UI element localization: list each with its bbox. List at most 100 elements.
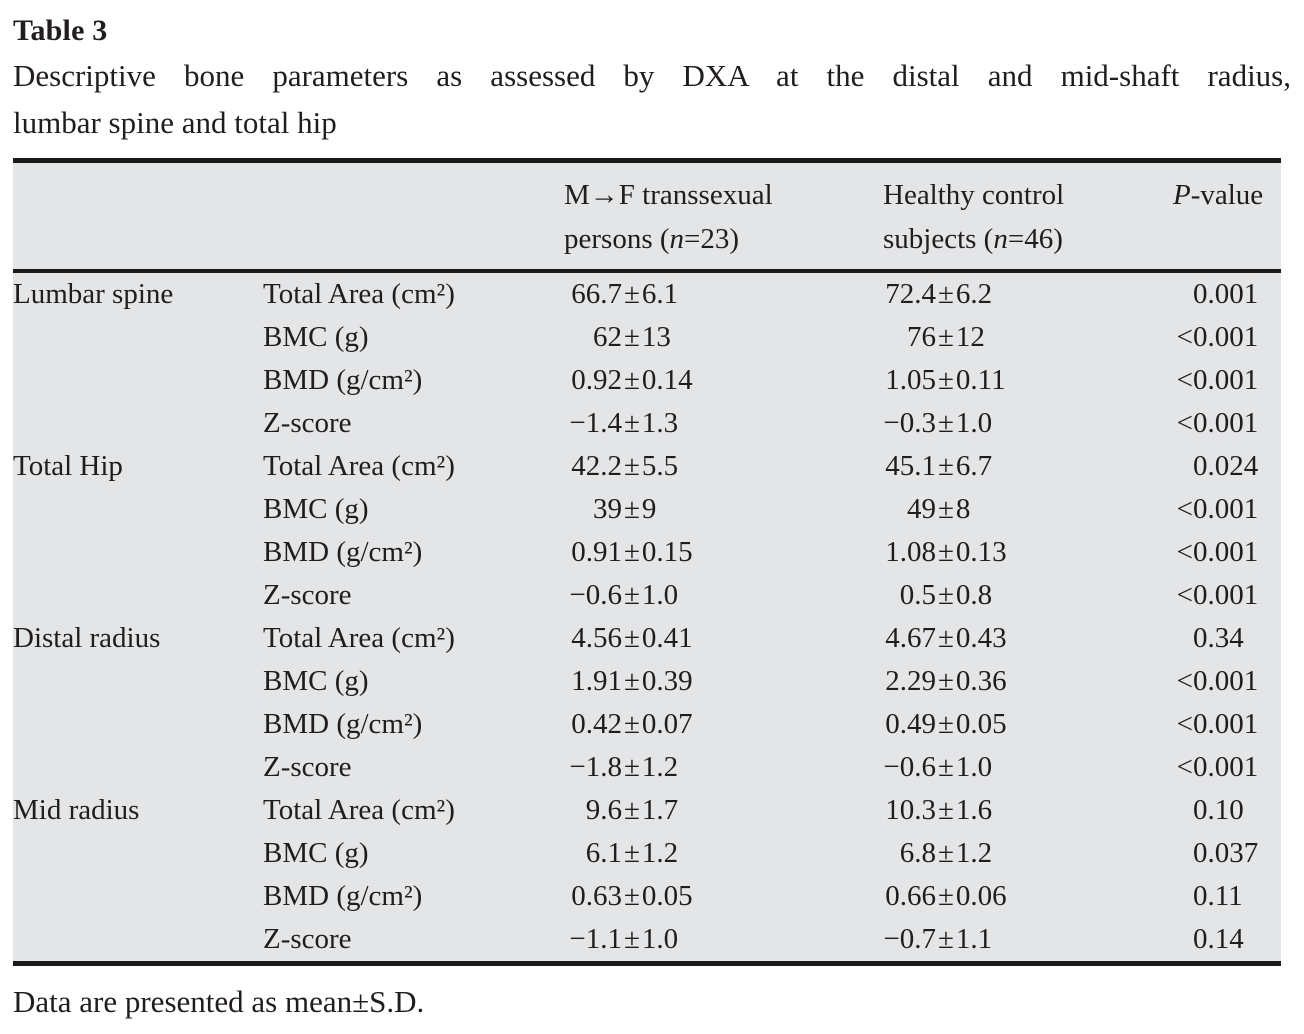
header-empty-region-cell: [13, 160, 263, 273]
sd-value: 1.2: [641, 837, 679, 869]
mean-value: 0.92: [571, 364, 622, 396]
mf-value-cell: 4.56±0.41: [558, 617, 878, 660]
sd-value: 1.1: [955, 923, 993, 955]
table-row: Z-score −0.6±1.0 0.5±0.8 <0.001: [13, 574, 1281, 617]
sd-value: 9: [641, 493, 657, 525]
region-cell: [13, 875, 263, 918]
region-cell: [13, 746, 263, 789]
plus-minus-sign: ±: [938, 665, 954, 697]
table-body: Lumbar spine Total Area (cm²) 66.7±6.1 72.4…: [13, 271, 1281, 964]
region-cell: [13, 488, 263, 531]
table-row: Distal radius Total Area (cm²) 4.56±0.41 4.…: [13, 617, 1281, 660]
parameter-cell: BMD (g/cm²): [263, 364, 423, 396]
mean-value: 62: [593, 321, 622, 353]
sd-value: 6.7: [955, 450, 993, 482]
hc-header-line2-post: =46): [1007, 223, 1063, 255]
p-value-cell: <0.001: [1158, 703, 1281, 746]
mean-value: 0.66: [885, 880, 936, 912]
p-number: 0.34: [1193, 622, 1244, 654]
region-cell: [13, 832, 263, 875]
sd-value: 1.0: [955, 407, 993, 439]
parameter-cell: Total Area (cm²): [263, 622, 455, 654]
p-number: 0.024: [1193, 450, 1259, 482]
region-cell: [13, 660, 263, 703]
p-number: 0.001: [1193, 278, 1259, 310]
header-mf-group: M→F transsexual persons (n=23): [558, 160, 878, 273]
table-row: BMC (g) 62±13 76±12 <0.001: [13, 316, 1281, 359]
mean-value: −0.6: [569, 579, 622, 611]
p-header-rest: -value: [1190, 179, 1264, 211]
mean-value: 39: [593, 493, 622, 525]
header-empty-parameter-cell: [263, 160, 558, 273]
plus-minus-sign: ±: [938, 708, 954, 740]
parameter-cell: Z-score: [263, 923, 352, 955]
parameter-cell: Z-score: [263, 751, 352, 783]
table-row: Z-score −1.1±1.0 −0.7±1.1 0.14: [13, 918, 1281, 964]
mf-header-line2: persons (n=23): [564, 217, 878, 261]
header-p-value: P-value: [1158, 160, 1281, 273]
mean-value: 2.29: [885, 665, 936, 697]
region-cell: Mid radius: [13, 794, 140, 826]
table-title: Table 3: [13, 14, 108, 47]
region-cell: [13, 918, 263, 964]
plus-minus-sign: ±: [624, 579, 640, 611]
sd-value: 1.0: [641, 923, 679, 955]
mf-value-cell: −1.4±1.3: [558, 402, 878, 445]
table-header: M→F transsexual persons (n=23) Healthy c…: [13, 160, 1281, 273]
plus-minus-sign: ±: [938, 794, 954, 826]
sd-value: 1.0: [641, 579, 679, 611]
mean-value: −0.6: [883, 751, 936, 783]
mean-value: 0.63: [571, 880, 622, 912]
plus-minus-sign: ±: [624, 364, 640, 396]
plus-minus-sign: ±: [624, 493, 640, 525]
p-number: 0.037: [1193, 837, 1259, 869]
p-value-cell: 0.024: [1158, 445, 1281, 488]
mf-value-cell: −0.6±1.0: [558, 574, 878, 617]
hc-header-n: n: [993, 223, 1008, 255]
plus-minus-sign: ±: [624, 751, 640, 783]
p-number: 0.001: [1193, 407, 1259, 439]
parameter-cell: BMD (g/cm²): [263, 708, 423, 740]
table-row: Mid radius Total Area (cm²) 9.6±1.7 10.3±1.…: [13, 789, 1281, 832]
parameter-cell: BMD (g/cm²): [263, 536, 423, 568]
mean-value: 1.05: [885, 364, 936, 396]
sd-value: 0.8: [955, 579, 993, 611]
region-cell: [13, 316, 263, 359]
parameter-cell: BMC (g): [263, 493, 369, 525]
sd-value: 1.7: [641, 794, 679, 826]
mean-value: 4.56: [571, 622, 622, 654]
table-row: Lumbar spine Total Area (cm²) 66.7±6.1 72.4…: [13, 271, 1281, 316]
plus-minus-sign: ±: [624, 794, 640, 826]
parameter-cell: BMC (g): [263, 665, 369, 697]
mf-value-cell: 39±9: [558, 488, 878, 531]
plus-minus-sign: ±: [938, 837, 954, 869]
mf-value-cell: −1.8±1.2: [558, 746, 878, 789]
mf-value-cell: 0.92±0.14: [558, 359, 878, 402]
plus-minus-sign: ±: [938, 751, 954, 783]
p-number: 0.001: [1193, 364, 1259, 396]
mf-value-cell: −1.1±1.0: [558, 918, 878, 964]
sd-value: 8: [955, 493, 971, 525]
mean-value: 76: [907, 321, 936, 353]
sd-value: 0.14: [641, 364, 693, 396]
p-value-cell: 0.14: [1158, 918, 1281, 964]
plus-minus-sign: ±: [624, 923, 640, 955]
p-value-cell: <0.001: [1158, 488, 1281, 531]
mean-value: 49: [907, 493, 936, 525]
p-value-cell: <0.001: [1158, 574, 1281, 617]
p-number: 0.001: [1193, 536, 1259, 568]
hc-value-cell: 0.49±0.05: [878, 703, 1158, 746]
plus-minus-sign: ±: [624, 321, 640, 353]
caption-line-2: lumbar spine and total hip: [13, 105, 337, 140]
plus-minus-sign: ±: [624, 665, 640, 697]
p-value-cell: <0.001: [1158, 402, 1281, 445]
hc-value-cell: 1.05±0.11: [878, 359, 1158, 402]
mean-value: 0.5: [899, 579, 936, 611]
data-table: M→F transsexual persons (n=23) Healthy c…: [13, 158, 1281, 966]
mean-value: 9.6: [585, 794, 622, 826]
region-cell: [13, 574, 263, 617]
p-number: 0.001: [1193, 493, 1259, 525]
p-prefix: <: [1176, 751, 1193, 783]
sd-value: 1.3: [641, 407, 679, 439]
header-hc-group: Healthy control subjects (n=46): [878, 160, 1158, 273]
